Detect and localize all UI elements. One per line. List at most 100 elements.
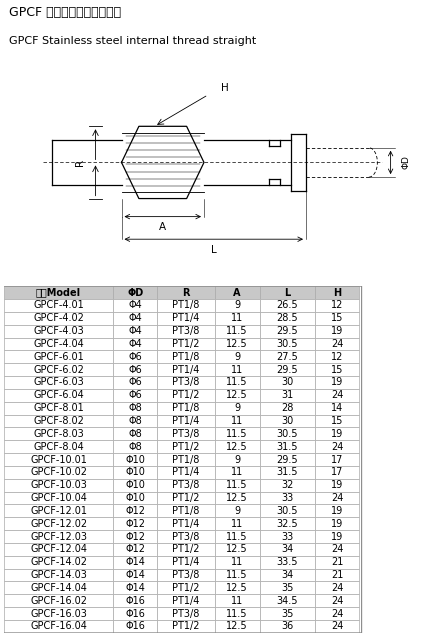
Bar <box>4 504 113 517</box>
Text: PT3/8: PT3/8 <box>172 570 200 580</box>
Text: PT1/2: PT1/2 <box>172 339 200 349</box>
Text: ΦD: ΦD <box>127 287 143 298</box>
Bar <box>315 376 359 389</box>
Text: 12.5: 12.5 <box>227 583 248 593</box>
Bar <box>260 607 315 620</box>
Bar <box>260 402 315 415</box>
Text: 19: 19 <box>331 429 343 439</box>
Text: PT1/8: PT1/8 <box>172 506 200 516</box>
Bar <box>113 325 158 338</box>
Bar <box>215 440 260 453</box>
Text: GPCF-14.04: GPCF-14.04 <box>30 583 87 593</box>
Bar <box>4 350 113 363</box>
Bar <box>113 620 158 633</box>
Text: Φ10: Φ10 <box>125 455 145 464</box>
Text: PT1/4: PT1/4 <box>172 416 200 426</box>
Bar <box>113 556 158 569</box>
Bar <box>113 581 158 594</box>
Text: GPCF-10.02: GPCF-10.02 <box>30 467 87 478</box>
Text: GPCF-6.01: GPCF-6.01 <box>33 352 84 362</box>
Bar <box>4 492 113 504</box>
Text: 11.5: 11.5 <box>227 378 248 387</box>
Text: GPCF-10.04: GPCF-10.04 <box>30 493 87 503</box>
Bar <box>315 530 359 543</box>
Text: Φ12: Φ12 <box>125 532 145 541</box>
Text: 11.5: 11.5 <box>227 480 248 490</box>
Bar <box>315 312 359 325</box>
Bar <box>260 325 315 338</box>
Text: 11: 11 <box>231 314 243 323</box>
Bar <box>113 286 158 299</box>
Text: GPCF-6.04: GPCF-6.04 <box>33 391 84 400</box>
Bar <box>158 338 215 350</box>
Bar <box>4 299 113 312</box>
Text: PT1/2: PT1/2 <box>172 621 200 632</box>
Text: GPCF-16.04: GPCF-16.04 <box>30 621 87 632</box>
Text: A: A <box>159 222 166 232</box>
Text: Φ8: Φ8 <box>128 429 142 439</box>
Bar <box>260 363 315 376</box>
Text: H: H <box>333 287 341 298</box>
Text: Φ4: Φ4 <box>128 326 142 336</box>
Bar <box>215 569 260 581</box>
Text: 26.5: 26.5 <box>276 300 298 310</box>
Text: GPCF-10.03: GPCF-10.03 <box>30 480 87 490</box>
Bar <box>215 312 260 325</box>
Text: 11: 11 <box>231 467 243 478</box>
Bar <box>158 363 215 376</box>
Bar <box>158 402 215 415</box>
Text: GPCF-12.03: GPCF-12.03 <box>30 532 87 541</box>
Text: PT3/8: PT3/8 <box>172 532 200 541</box>
Text: 11.5: 11.5 <box>227 570 248 580</box>
Bar <box>113 607 158 620</box>
Bar <box>4 402 113 415</box>
Bar <box>215 363 260 376</box>
Text: 35: 35 <box>281 583 293 593</box>
Text: 19: 19 <box>331 480 343 490</box>
Text: 29.5: 29.5 <box>276 364 298 375</box>
Text: 30.5: 30.5 <box>276 339 298 349</box>
Bar <box>113 363 158 376</box>
Bar <box>260 594 315 607</box>
Bar <box>158 517 215 530</box>
Bar <box>113 402 158 415</box>
Bar <box>113 427 158 440</box>
Bar <box>158 440 215 453</box>
Text: 28: 28 <box>281 403 293 413</box>
Bar <box>113 453 158 466</box>
Text: PT1/8: PT1/8 <box>172 300 200 310</box>
Bar <box>315 517 359 530</box>
Text: PT1/8: PT1/8 <box>172 403 200 413</box>
Text: PT1/2: PT1/2 <box>172 583 200 593</box>
Bar <box>158 479 215 492</box>
Text: 32.5: 32.5 <box>276 519 298 529</box>
Bar <box>158 312 215 325</box>
Text: 12.5: 12.5 <box>227 441 248 452</box>
Bar <box>158 504 215 517</box>
Text: 11.5: 11.5 <box>227 532 248 541</box>
Bar <box>260 453 315 466</box>
Text: A: A <box>233 287 241 298</box>
Text: GPCF-12.01: GPCF-12.01 <box>30 506 87 516</box>
Text: PT1/4: PT1/4 <box>172 519 200 529</box>
Text: PT1/8: PT1/8 <box>172 352 200 362</box>
Text: 34.5: 34.5 <box>276 596 298 605</box>
Bar <box>113 299 158 312</box>
Bar <box>260 376 315 389</box>
Bar <box>260 312 315 325</box>
Bar <box>260 556 315 569</box>
Bar <box>260 286 315 299</box>
Bar <box>315 466 359 479</box>
Text: GPCF-16.03: GPCF-16.03 <box>30 609 87 619</box>
Bar <box>315 402 359 415</box>
Text: GPCF-8.03: GPCF-8.03 <box>33 429 84 439</box>
Text: 34: 34 <box>281 544 293 555</box>
Bar <box>158 350 215 363</box>
Text: 12.5: 12.5 <box>227 339 248 349</box>
Bar <box>215 504 260 517</box>
Text: 12.5: 12.5 <box>227 493 248 503</box>
Bar <box>215 556 260 569</box>
Text: PT1/2: PT1/2 <box>172 441 200 452</box>
Text: 17: 17 <box>331 455 343 464</box>
Bar <box>4 543 113 556</box>
